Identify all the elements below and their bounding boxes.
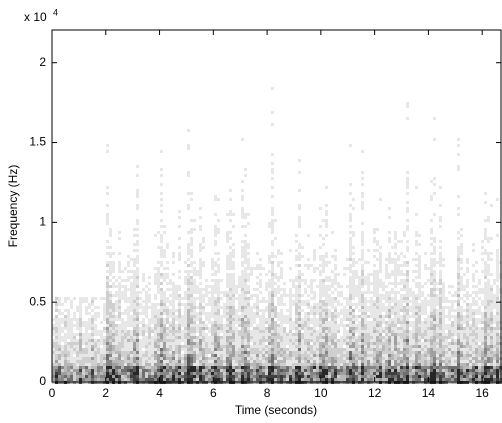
spectrogram-texture — [52, 87, 502, 384]
y-multiplier-power: 4 — [53, 7, 58, 17]
x-tick-label: 4 — [156, 386, 163, 400]
y-tick-label: 0 — [39, 374, 46, 388]
plot-frame — [51, 29, 502, 383]
x-axis-label: Time (seconds) — [235, 403, 317, 417]
y-tick-label: 0.5 — [29, 294, 46, 308]
spectrogram-cells — [52, 258, 502, 384]
y-axis-label: Frequency (Hz) — [6, 165, 20, 248]
spectrogram-cells — [52, 339, 502, 384]
x-tick-label: 2 — [102, 386, 109, 400]
spectrogram-cells — [52, 318, 502, 384]
x-tick-label: 16 — [475, 386, 489, 400]
spectrogram-cells — [52, 87, 502, 366]
spectrogram-cells — [55, 366, 499, 384]
spectrogram-cells — [55, 366, 499, 384]
y-multiplier: x 10 — [24, 10, 47, 24]
x-tick-label: 14 — [422, 386, 436, 400]
y-tick-label: 1.5 — [29, 135, 46, 149]
x-tick-label: 8 — [264, 386, 271, 400]
x-tick-label: 0 — [49, 386, 56, 400]
spectrogram-cells — [58, 294, 502, 384]
x-tick-label: 6 — [210, 386, 217, 400]
x-tick-label: 10 — [314, 386, 328, 400]
y-tick-label: 2 — [39, 55, 46, 69]
x-tick-label: 12 — [368, 386, 382, 400]
y-tick-label: 1 — [39, 215, 46, 229]
